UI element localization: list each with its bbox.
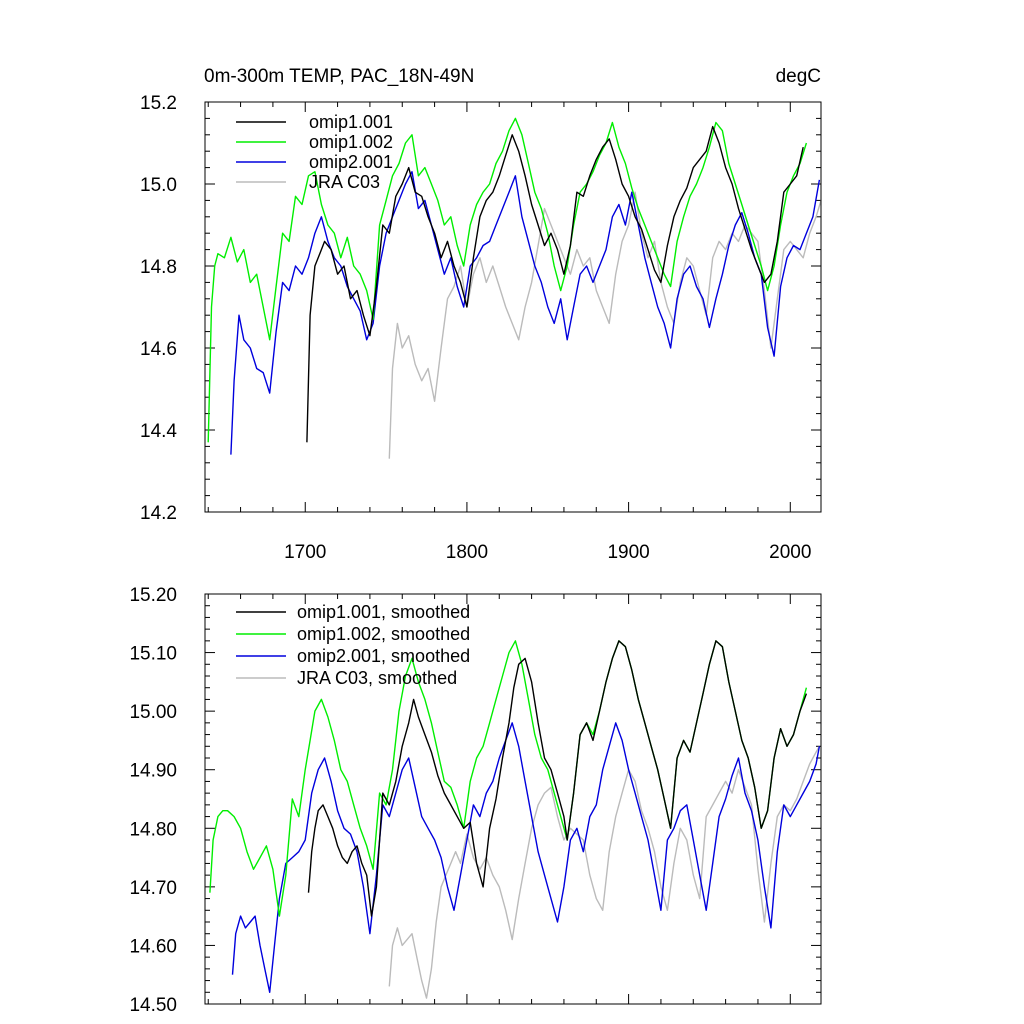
bottom-y-tick-label: 14.60 xyxy=(129,936,177,957)
bottom-chart-panel: 14.50 14.60 14.70 14.80 14.90 15.00 15.10 15.20… xyxy=(129,585,822,1016)
top-y-tick-label: 14.8 xyxy=(140,257,177,278)
bottom-legend: omip1.001, smoothed omip1.002, smoothed … xyxy=(236,602,470,688)
bottom-x-ticks xyxy=(207,594,791,1004)
bottom-series-omip1-001-smoothed xyxy=(307,640,808,917)
top-series-omip2-001 xyxy=(230,170,821,455)
top-chart-units-label: degC xyxy=(776,66,821,87)
top-legend: omip1.001 omip1.002 omip2.001 JRA C03 xyxy=(236,112,393,192)
bottom-legend-label-omip1-001: omip1.001, smoothed xyxy=(297,602,470,622)
top-chart-panel: 0m-300m TEMP, PAC_18N-49N degC 1700 1800 1… xyxy=(140,66,822,563)
bottom-y-tick-label: 15.00 xyxy=(129,702,177,723)
top-legend-label-jra-c03: JRA C03 xyxy=(309,172,380,192)
top-x-tick-label: 2000 xyxy=(769,542,811,563)
top-y-tick-label: 14.6 xyxy=(140,339,177,360)
top-series-omip1-002 xyxy=(207,117,808,443)
bottom-legend-label-jra-c03: JRA C03, smoothed xyxy=(297,668,457,688)
top-y-tick-label: 14.2 xyxy=(140,503,177,524)
top-x-tick-label: 1900 xyxy=(607,542,649,563)
top-series-omip1-001 xyxy=(306,125,804,443)
bottom-legend-label-omip2-001: omip2.001, smoothed xyxy=(297,646,470,666)
bottom-series-omip2-001-smoothed xyxy=(231,722,821,993)
bottom-y-tick-labels: 14.50 14.60 14.70 14.80 14.90 15.00 15.10 15.20 xyxy=(129,585,177,1016)
bottom-y-tick-label: 14.70 xyxy=(129,878,177,899)
top-y-tick-label: 14.4 xyxy=(140,421,177,442)
bottom-y-tick-label: 14.50 xyxy=(129,995,177,1016)
top-y-tick-label: 15.0 xyxy=(140,175,177,196)
bottom-y-tick-label: 15.20 xyxy=(129,585,177,606)
top-chart-title: 0m-300m TEMP, PAC_18N-49N xyxy=(204,66,474,87)
bottom-legend-label-omip1-002: omip1.002, smoothed xyxy=(297,624,470,644)
top-legend-label-omip1-002: omip1.002 xyxy=(309,132,393,152)
top-series-lines xyxy=(207,117,822,459)
bottom-series-jra-c03-smoothed xyxy=(388,745,821,999)
bottom-y-tick-label: 14.90 xyxy=(129,761,177,782)
bottom-y-tick-label: 15.10 xyxy=(129,644,177,665)
top-x-tick-labels: 1700 1800 1900 2000 xyxy=(284,542,811,563)
bottom-y-tick-label: 14.80 xyxy=(129,819,177,840)
top-y-tick-labels: 14.2 14.4 14.6 14.8 15.0 15.2 xyxy=(140,93,177,524)
top-x-tick-label: 1800 xyxy=(446,542,488,563)
top-plot-frame xyxy=(204,101,822,513)
top-x-tick-label: 1700 xyxy=(284,542,326,563)
bottom-plot-frame xyxy=(204,593,822,1005)
top-y-tick-label: 15.2 xyxy=(140,93,177,114)
bottom-series-lines xyxy=(209,640,821,999)
top-legend-label-omip2-001: omip2.001 xyxy=(309,152,393,172)
top-legend-label-omip1-001: omip1.001 xyxy=(309,112,393,132)
top-x-ticks xyxy=(207,102,791,512)
